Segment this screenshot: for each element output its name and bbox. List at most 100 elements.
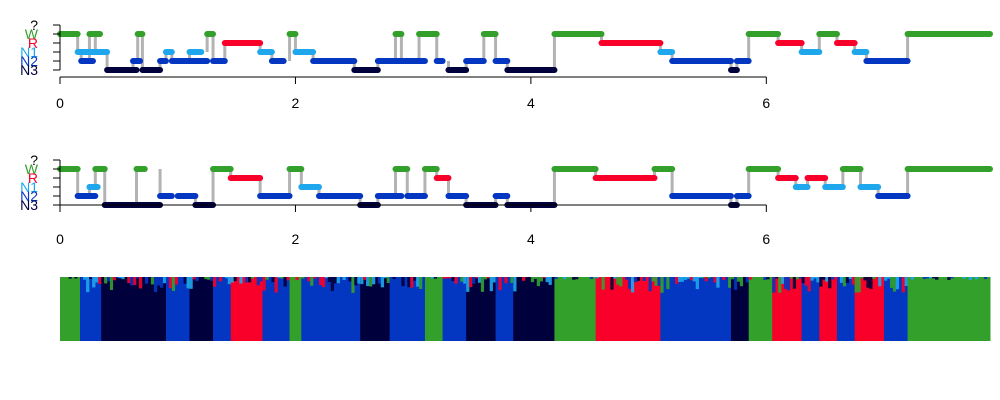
- probability-sliver-w: [419, 277, 423, 289]
- probability-block-w: [60, 277, 81, 341]
- probability-sliver-n1: [962, 277, 966, 279]
- probability-sliver-n1: [492, 277, 496, 283]
- probability-sliver-n3: [866, 277, 870, 288]
- probability-sliver-n2: [589, 277, 593, 280]
- probability-sliver-r: [713, 277, 717, 283]
- probability-sliver-n2: [159, 277, 164, 288]
- probability-sliver-n1: [848, 277, 852, 279]
- probability-sliver-r: [469, 277, 473, 288]
- probability-sliver-r: [410, 277, 414, 288]
- probability-sliver-w: [795, 277, 800, 280]
- probability-sliver-w: [616, 277, 620, 285]
- probability-sliver-n3: [413, 277, 417, 281]
- probability-sliver-n3: [89, 277, 93, 279]
- probability-sliver-r: [522, 277, 526, 281]
- probability-sliver-w: [171, 277, 176, 291]
- probability-sliver-n3: [801, 277, 805, 284]
- stage-label-n3: N3: [20, 197, 38, 213]
- probability-sliver-n2: [745, 277, 749, 283]
- probability-sliver-n1: [781, 277, 785, 284]
- probability-sliver-n1: [878, 277, 882, 287]
- probability-sliver-w: [386, 277, 390, 284]
- probability-sliver-n2: [245, 277, 249, 283]
- probability-sliver-n3: [330, 277, 335, 292]
- probability-sliver-n1: [683, 277, 688, 280]
- x-tick-label: 6: [762, 231, 770, 247]
- probability-sliver-r: [851, 277, 855, 285]
- probability-sliver-w: [530, 277, 535, 283]
- probability-sliver-r: [804, 277, 808, 286]
- probability-sliver-w: [150, 277, 155, 285]
- probability-sliver-r: [112, 277, 116, 281]
- probability-sliver-r: [168, 277, 173, 289]
- stage-label-w: W: [25, 26, 39, 42]
- probability-sliver-n1: [810, 277, 814, 281]
- probability-block-n3: [513, 277, 555, 341]
- probability-sliver-n1: [466, 277, 470, 292]
- probability-sliver-r: [454, 277, 458, 284]
- probability-sliver-r: [262, 277, 266, 291]
- probability-sliver-n3: [248, 277, 252, 283]
- probability-sliver-w: [892, 277, 897, 292]
- probability-sliver-n1: [595, 277, 599, 279]
- probability-sliver-n3: [932, 277, 936, 279]
- probability-sliver-n1: [121, 277, 125, 280]
- probability-sliver-n3: [68, 277, 72, 279]
- stage-label-n2: N2: [20, 188, 38, 204]
- probability-sliver-r: [722, 277, 726, 280]
- probability-sliver-w: [265, 277, 269, 280]
- probability-sliver-w: [310, 277, 314, 286]
- probability-sliver-r: [192, 277, 196, 280]
- probability-block-n2: [801, 277, 820, 341]
- probability-block-w: [748, 277, 773, 341]
- probability-sliver-n2: [625, 277, 629, 280]
- probability-sliver-w: [654, 277, 658, 286]
- probability-sliver-n1: [277, 277, 281, 279]
- probability-sliver-n1: [477, 277, 482, 283]
- probability-sliver-r: [286, 277, 290, 281]
- probability-block-r: [819, 277, 838, 341]
- probability-sliver-n3: [947, 277, 951, 281]
- x-tick-label: 0: [56, 231, 64, 247]
- probability-sliver-r: [675, 277, 679, 284]
- x-tick-label: 6: [762, 95, 770, 111]
- probability-sliver-w: [739, 277, 744, 287]
- probability-sliver-n1: [825, 277, 829, 282]
- stage-label-n1: N1: [20, 44, 38, 60]
- probability-sliver-r: [689, 277, 694, 281]
- probability-sliver-n1: [92, 277, 96, 288]
- probability-sliver-r: [274, 277, 278, 293]
- probability-sliver-n1: [968, 277, 972, 280]
- probability-sliver-n3: [183, 277, 187, 284]
- probability-sliver-n1: [162, 277, 167, 284]
- probability-sliver-n3: [392, 277, 396, 279]
- probability-sliver-n2: [925, 277, 930, 279]
- probability-sliver-r: [133, 277, 137, 286]
- stage-label-n2: N2: [20, 53, 38, 69]
- probability-block-n2: [683, 277, 732, 341]
- probability-sliver-w: [539, 277, 543, 282]
- probability-sliver-n1: [630, 277, 635, 293]
- probability-sliver-w: [619, 277, 623, 287]
- probability-sliver-r: [748, 277, 752, 280]
- probability-sliver-w: [533, 277, 538, 279]
- probability-sliver-n3: [828, 277, 832, 289]
- probability-sliver-n3: [863, 277, 867, 281]
- probability-block-w: [554, 277, 597, 341]
- probability-block-n3: [189, 277, 214, 341]
- probability-sliver-n3: [935, 277, 939, 280]
- probability-sliver-w: [778, 277, 782, 293]
- probability-sliver-n1: [416, 277, 420, 287]
- probability-sliver-n1: [357, 277, 361, 284]
- probability-sliver-n1: [904, 277, 908, 286]
- probability-sliver-w: [860, 277, 864, 279]
- probability-sliver-n2: [135, 277, 140, 279]
- probability-sliver-n1: [695, 277, 699, 290]
- probability-sliver-n2: [210, 277, 214, 281]
- probability-sliver-n3: [433, 277, 438, 279]
- stage-label-r: R: [28, 170, 38, 186]
- probability-sliver-n1: [336, 277, 340, 284]
- probability-sliver-w: [854, 277, 858, 293]
- probability-sliver-w: [351, 277, 355, 293]
